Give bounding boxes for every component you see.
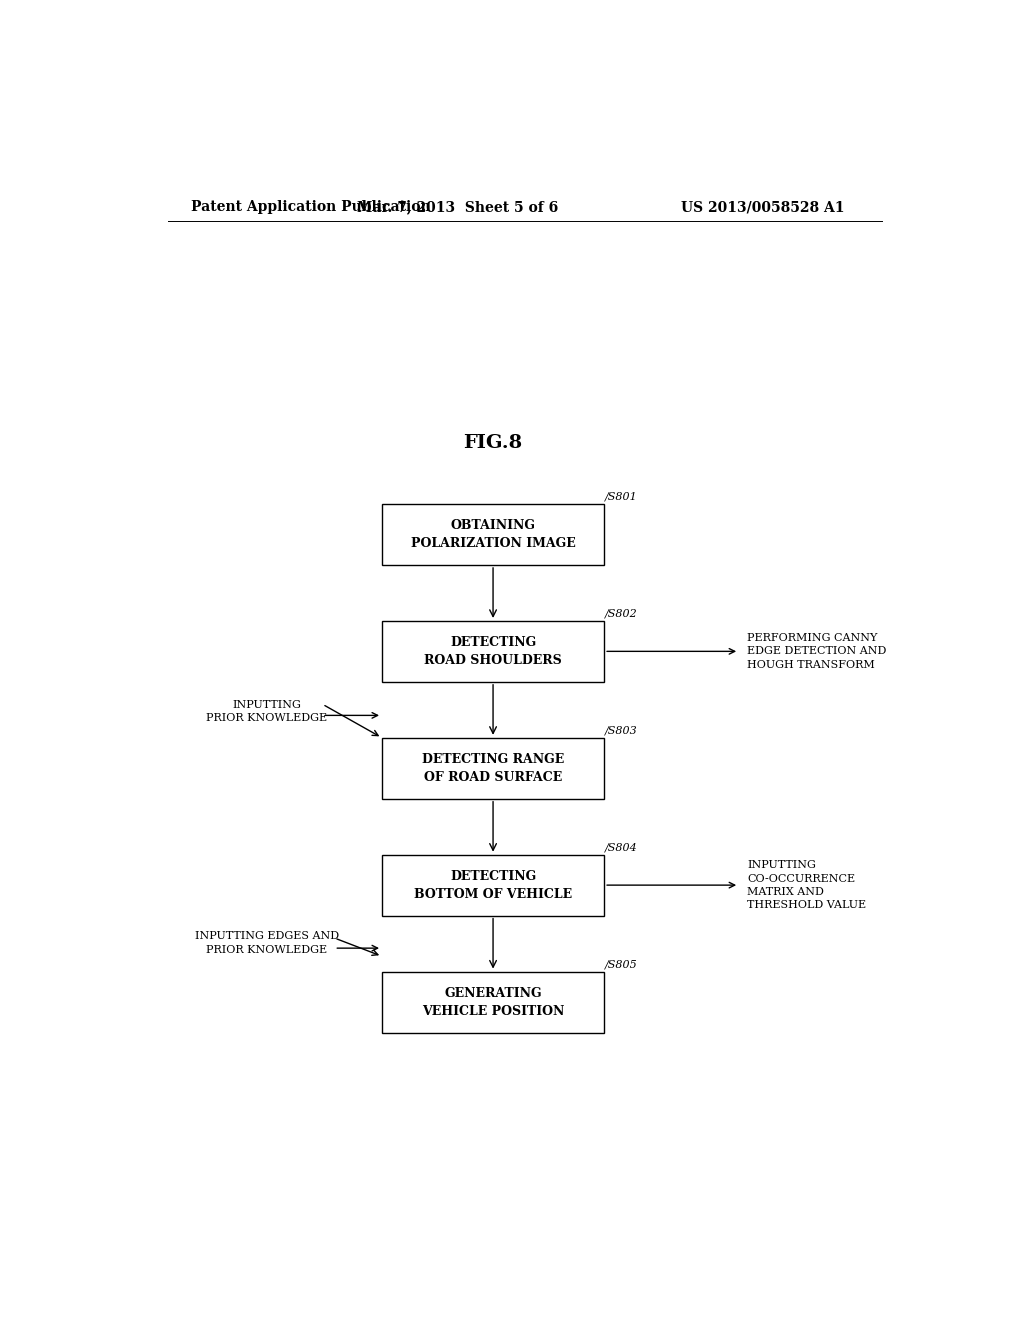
Text: FIG.8: FIG.8 — [464, 434, 522, 451]
Text: DETECTING
ROAD SHOULDERS: DETECTING ROAD SHOULDERS — [424, 636, 562, 667]
Text: /S805: /S805 — [605, 960, 638, 969]
FancyBboxPatch shape — [382, 972, 604, 1032]
Text: DETECTING RANGE
OF ROAD SURFACE: DETECTING RANGE OF ROAD SURFACE — [422, 752, 564, 784]
Text: Patent Application Publication: Patent Application Publication — [191, 201, 431, 214]
Text: /S802: /S802 — [605, 609, 638, 619]
Text: INPUTTING EDGES AND
PRIOR KNOWLEDGE: INPUTTING EDGES AND PRIOR KNOWLEDGE — [195, 932, 339, 954]
Text: INPUTTING
PRIOR KNOWLEDGE: INPUTTING PRIOR KNOWLEDGE — [206, 700, 328, 723]
Text: US 2013/0058528 A1: US 2013/0058528 A1 — [681, 201, 845, 214]
Text: INPUTTING
CO-OCCURRENCE
MATRIX AND
THRESHOLD VALUE: INPUTTING CO-OCCURRENCE MATRIX AND THRES… — [748, 861, 866, 909]
FancyBboxPatch shape — [382, 620, 604, 682]
Text: /S803: /S803 — [605, 726, 638, 735]
FancyBboxPatch shape — [382, 854, 604, 916]
FancyBboxPatch shape — [382, 738, 604, 799]
Text: Mar. 7, 2013  Sheet 5 of 6: Mar. 7, 2013 Sheet 5 of 6 — [356, 201, 558, 214]
Text: GENERATING
VEHICLE POSITION: GENERATING VEHICLE POSITION — [422, 986, 564, 1018]
Text: DETECTING
BOTTOM OF VEHICLE: DETECTING BOTTOM OF VEHICLE — [414, 870, 572, 900]
Text: /S801: /S801 — [605, 492, 638, 502]
Text: OBTAINING
POLARIZATION IMAGE: OBTAINING POLARIZATION IMAGE — [411, 519, 575, 550]
Text: /S804: /S804 — [605, 842, 638, 853]
Text: PERFORMING CANNY
EDGE DETECTION AND
HOUGH TRANSFORM: PERFORMING CANNY EDGE DETECTION AND HOUG… — [748, 634, 887, 669]
FancyBboxPatch shape — [382, 504, 604, 565]
